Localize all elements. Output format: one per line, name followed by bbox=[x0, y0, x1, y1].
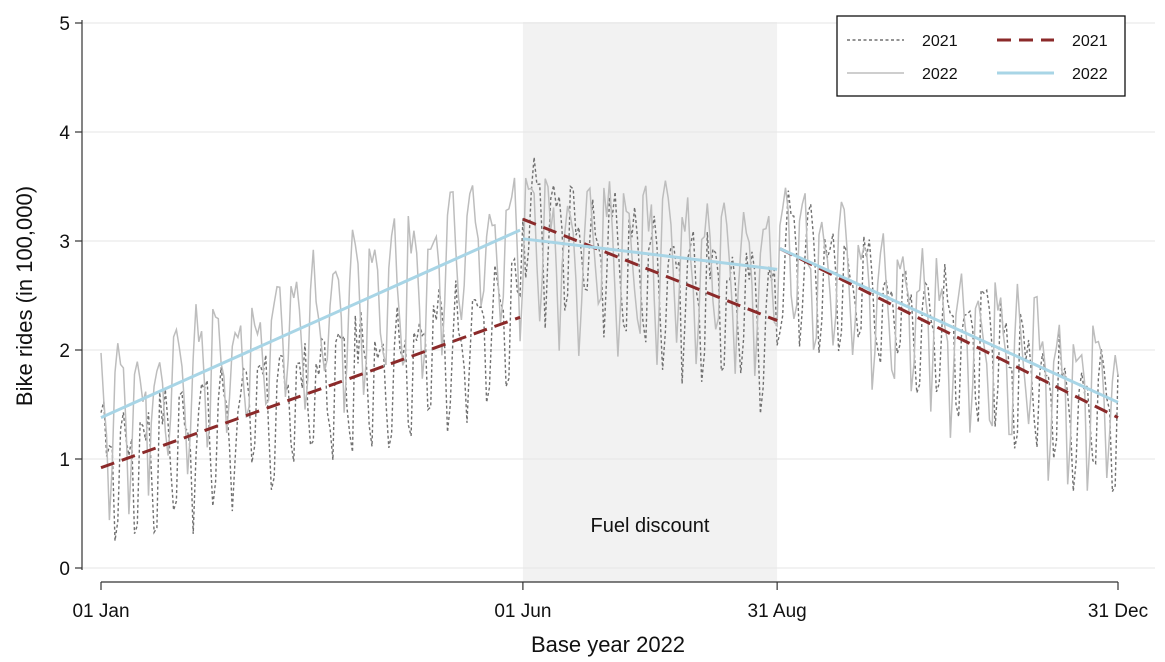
trend-segment-2022-solid-3 bbox=[779, 247, 1119, 404]
legend-label: 2021 bbox=[922, 33, 958, 50]
x-axis-title: Base year 2022 bbox=[531, 632, 685, 657]
y-tick-label: 0 bbox=[59, 559, 70, 580]
x-tick-label: 01 Jan bbox=[72, 601, 129, 622]
y-axis: 0 1 2 3 4 5 bbox=[59, 14, 83, 580]
x-tick-label: 01 Jun bbox=[494, 601, 551, 622]
x-axis: 01 Jan 01 Jun 31 Aug 31 Dec bbox=[72, 581, 1148, 622]
trend-segment-2022-solid-2 bbox=[522, 237, 778, 271]
x-tick-label: 31 Dec bbox=[1088, 601, 1148, 622]
legend-label: 2021 bbox=[1072, 33, 1108, 50]
y-tick-label: 1 bbox=[59, 450, 70, 471]
y-tick-label: 2 bbox=[59, 341, 70, 362]
trend-lines bbox=[100, 217, 1119, 470]
trend-segment-2021-dashed-1 bbox=[100, 315, 521, 470]
daily-series-lines bbox=[100, 157, 1119, 541]
y-tick-label: 4 bbox=[59, 123, 70, 144]
fuel-discount-label: Fuel discount bbox=[591, 515, 710, 537]
trend-segment-2021-dashed-3 bbox=[779, 247, 1119, 419]
series-line-2022-solid-thin bbox=[100, 177, 1119, 521]
trend-segment-2022-solid-1 bbox=[100, 228, 521, 419]
legend-label: 2022 bbox=[1072, 66, 1108, 83]
series-line-2021-dotted bbox=[100, 157, 1119, 541]
y-tick-label: 3 bbox=[59, 232, 70, 253]
legend-box bbox=[836, 15, 1126, 97]
fuel-discount-shaded-region bbox=[522, 22, 778, 582]
legend-label: 2022 bbox=[922, 66, 958, 83]
legend: 2021 2021 2022 2022 bbox=[836, 15, 1126, 97]
y-axis-title: Bike rides (in 100,000) bbox=[12, 186, 37, 406]
trend-segment-2021-dashed-2 bbox=[522, 217, 778, 322]
x-tick-label: 31 Aug bbox=[748, 601, 807, 622]
y-tick-label: 5 bbox=[59, 14, 70, 35]
